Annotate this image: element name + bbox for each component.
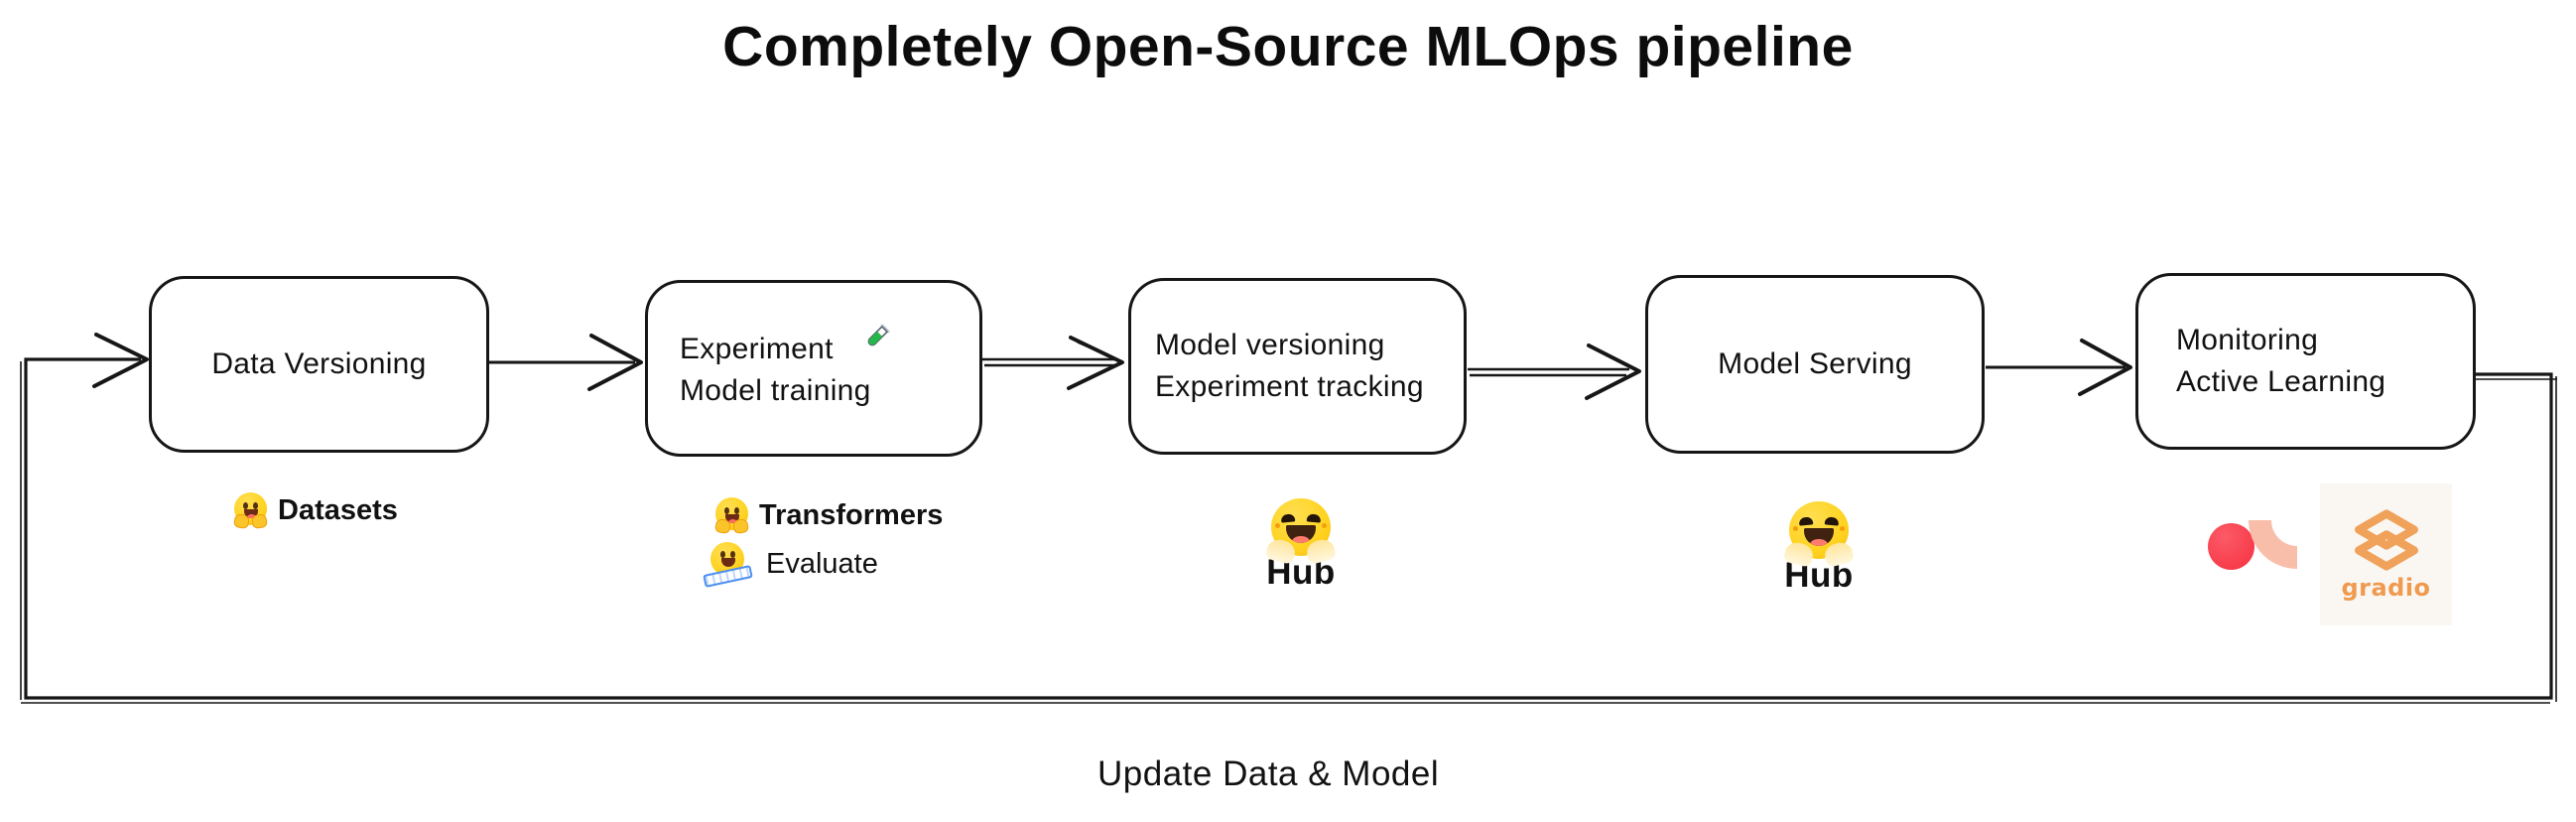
stage-experiment-model-training: Experiment Model training bbox=[645, 280, 982, 457]
tool-label: Datasets bbox=[278, 494, 398, 526]
tool-label: Transformers bbox=[759, 499, 944, 531]
tool-label: gradio bbox=[2341, 573, 2431, 602]
tool-hf-evaluate: Evaluate bbox=[703, 542, 878, 588]
stage-label: Experiment tracking bbox=[1155, 370, 1424, 403]
stage-label: Active Learning bbox=[2176, 365, 2386, 398]
diagram-title: Completely Open-Source MLOps pipeline bbox=[722, 15, 1854, 78]
feedback-loop-line bbox=[20, 333, 2557, 704]
stage-model-versioning-tracking: Model versioning Experiment tracking bbox=[1128, 278, 1467, 455]
stage-label: Monitoring bbox=[2176, 324, 2319, 356]
tool-gradio: gradio bbox=[2320, 483, 2452, 625]
arrow-stage4-stage5 bbox=[1986, 339, 2132, 396]
gradio-icon bbox=[2354, 508, 2418, 571]
arrow-stage3-stage4 bbox=[1468, 343, 1641, 400]
hugging-face-icon bbox=[713, 497, 750, 535]
test-tube-icon bbox=[867, 324, 891, 346]
hugging-face-icon bbox=[1782, 501, 1856, 569]
stage-label: Model versioning bbox=[1155, 329, 1385, 361]
stage-monitoring-active-learning: Monitoring Active Learning bbox=[2135, 273, 2476, 450]
arrow-stage2-stage3 bbox=[982, 336, 1124, 390]
arrow-stage1-stage2 bbox=[489, 334, 643, 391]
hugging-face-icon bbox=[1264, 498, 1338, 566]
rubrix-red-dot-icon bbox=[2208, 523, 2254, 570]
stage-label: Model Serving bbox=[1718, 347, 1912, 380]
hugging-face-icon bbox=[232, 492, 269, 530]
tool-hf-datasets: Datasets bbox=[232, 492, 398, 530]
stage-label: Model training bbox=[680, 374, 871, 407]
stage-data-versioning: Data Versioning bbox=[149, 276, 489, 453]
tool-hf-hub-serving: Hub bbox=[1780, 501, 1858, 596]
stage-label: Data Versioning bbox=[211, 347, 427, 380]
hf-evaluate-icon bbox=[703, 542, 753, 588]
feedback-loop-label: Update Data & Model bbox=[1097, 754, 1440, 793]
tool-label: Evaluate bbox=[766, 548, 878, 580]
stage-model-serving: Model Serving bbox=[1645, 275, 1985, 454]
tool-hf-hub-tracking: Hub bbox=[1262, 498, 1340, 593]
stage-label: Experiment bbox=[680, 333, 834, 365]
tool-hf-transformers: Transformers bbox=[713, 497, 944, 535]
stage-label-line: Experiment bbox=[680, 324, 979, 370]
